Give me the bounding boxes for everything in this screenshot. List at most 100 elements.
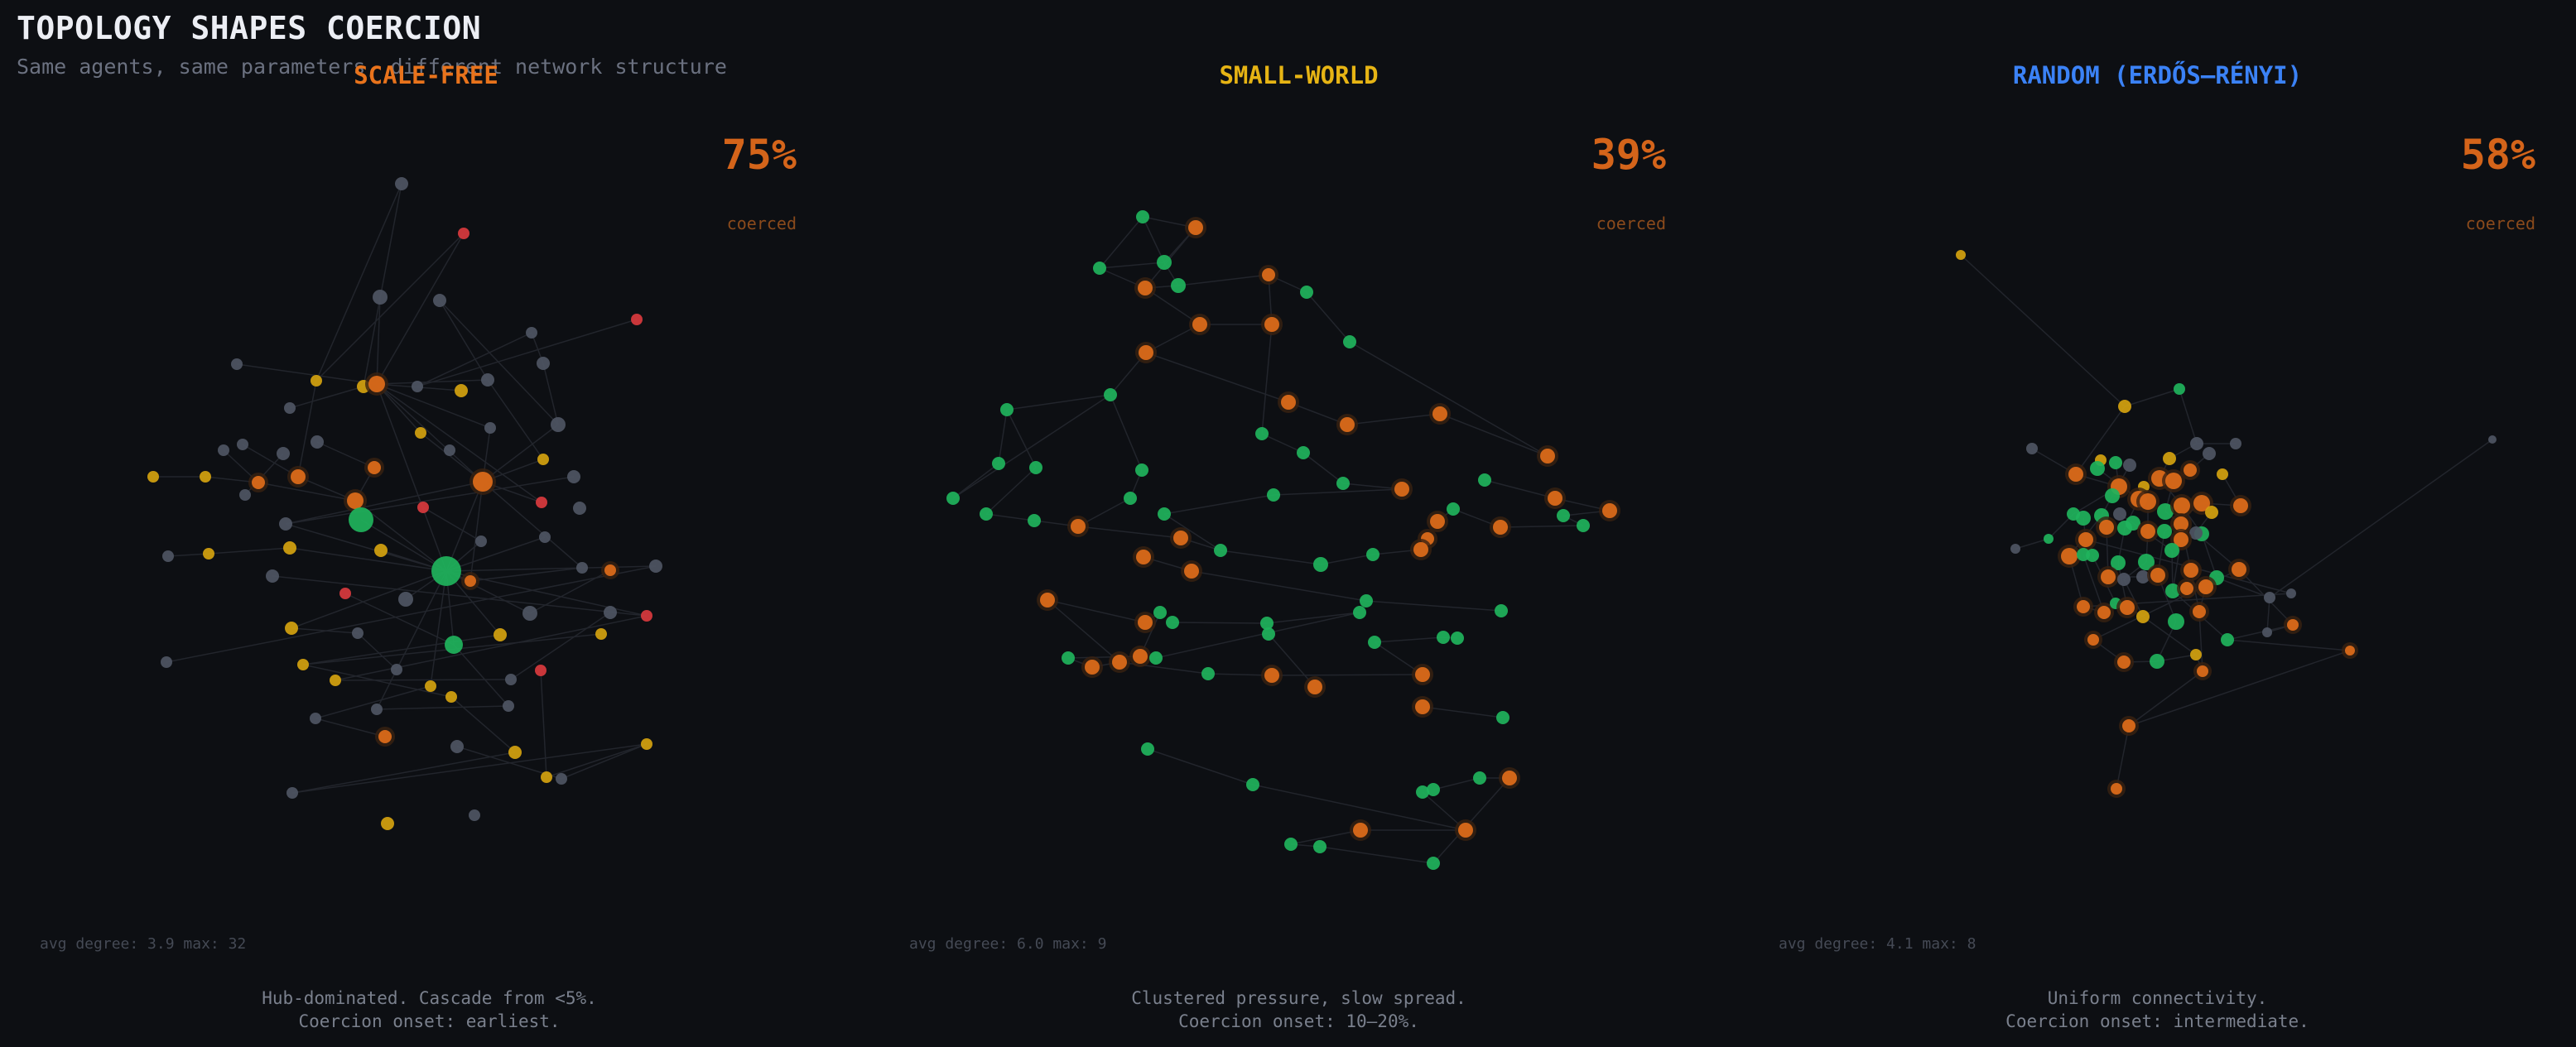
network-edge <box>1145 352 1289 403</box>
agent-node-neutral <box>284 402 296 414</box>
network-edge <box>1365 600 1502 612</box>
network-edge <box>1302 452 1344 484</box>
caption-line: Hub-dominated. Cascade from <5%. <box>262 988 597 1008</box>
agent-node-neutral <box>371 704 383 715</box>
network-edge <box>1163 513 1221 551</box>
agent-node-wavering <box>330 675 341 686</box>
agent-node-alert <box>458 228 469 239</box>
agent-node-wavering <box>200 471 211 483</box>
agent-node-alert <box>536 497 547 508</box>
agent-node-neutral <box>537 357 550 370</box>
network-edge <box>360 519 447 572</box>
agent-node-resisting <box>1260 617 1274 630</box>
agent-node-neutral <box>398 592 413 607</box>
agent-node-neutral <box>505 674 517 685</box>
agent-node-wavering <box>641 738 652 750</box>
network-edge <box>952 463 999 499</box>
network-edge <box>1346 413 1441 425</box>
agent-node-coerced <box>1138 615 1153 630</box>
network-edge <box>2266 597 2270 633</box>
agent-node-coerced <box>1138 281 1153 295</box>
page-subtitle: Same agents, same parameters, different … <box>17 55 727 79</box>
network-edge <box>396 570 447 670</box>
agent-node-resisting <box>2044 534 2054 544</box>
agent-node-resisting <box>1029 461 1042 474</box>
network-edge <box>315 183 402 382</box>
agent-node-coerced <box>2122 719 2135 732</box>
network-edge <box>1172 622 1268 624</box>
agent-node-wavering <box>283 541 296 555</box>
network-edge <box>529 569 611 614</box>
agent-node-resisting <box>1124 492 1137 505</box>
agent-node-wavering <box>2190 649 2202 660</box>
agent-node-wavering <box>595 628 607 640</box>
network-edge <box>1155 612 1360 659</box>
agent-node-coerced <box>1281 395 1296 410</box>
network-edge <box>546 743 648 778</box>
network-edge <box>482 424 559 483</box>
agent-node-neutral <box>2286 588 2296 598</box>
network-edge <box>469 567 583 582</box>
coerced-label: coerced <box>2465 214 2535 233</box>
agent-node-coerced <box>1188 220 1203 235</box>
panel-small-world: SMALL-WORLD 39% coerced avg degree: 6.0 … <box>869 0 1728 1047</box>
agent-node-neutral <box>311 435 324 449</box>
agent-node-coerced <box>1413 542 1428 557</box>
network-edge <box>1067 656 1141 659</box>
network-edge <box>1220 550 1322 565</box>
network-edge <box>376 379 489 385</box>
network-edge <box>445 481 484 572</box>
agent-node-neutral <box>649 560 662 573</box>
panel-caption: Uniform connectivity. Coercion onset: in… <box>1739 987 2576 1033</box>
agent-node-coerced <box>1548 491 1562 506</box>
agent-node-resisting <box>1297 446 1310 459</box>
agent-node-neutral <box>2010 544 2020 554</box>
network-edge <box>2124 388 2180 407</box>
network-edge <box>316 441 375 468</box>
agent-node-resisting <box>1416 785 1429 799</box>
agent-node-coerced <box>1540 449 1555 463</box>
agent-node-neutral <box>391 664 402 675</box>
network-edge <box>2216 577 2270 598</box>
agent-node-resisting <box>1437 631 1450 644</box>
network-edge <box>285 476 575 525</box>
coerced-label: coerced <box>726 214 797 233</box>
agent-node-wavering <box>425 680 436 692</box>
agent-node-neutral <box>2230 438 2241 449</box>
network-edge <box>439 300 489 381</box>
degree-stats: avg degree: 3.9 max: 32 <box>40 935 247 953</box>
agent-node-neutral <box>279 517 292 531</box>
agent-node-neutral <box>231 358 243 370</box>
agent-node-coerced <box>2061 548 2078 564</box>
agent-node-coerced <box>1133 649 1148 664</box>
network-edge <box>1432 777 1510 864</box>
network-edge <box>422 507 482 542</box>
agent-node-neutral <box>2113 507 2126 521</box>
agent-node-coerced <box>2287 619 2299 631</box>
network-edge <box>1484 479 1556 499</box>
agent-node-coerced <box>368 461 381 474</box>
agent-node-coerced <box>2233 498 2248 513</box>
agent-node-resisting <box>1157 255 1172 270</box>
network-edge <box>510 612 611 680</box>
network-edge <box>1047 599 1146 623</box>
agent-node-coerced <box>2165 473 2182 489</box>
agent-node-resisting <box>2157 503 2174 520</box>
panel-scale-free: SCALE-FREE 75% coerced avg degree: 3.9 m… <box>0 0 859 1047</box>
agent-node-resisting <box>2105 488 2120 503</box>
caption-line: Uniform connectivity. <box>2047 988 2268 1008</box>
network-edge <box>1163 494 1274 515</box>
agent-node-coerced <box>2193 495 2210 511</box>
network-edge <box>335 615 648 681</box>
agent-node-coerced <box>2078 532 2093 547</box>
agent-node-resisting <box>1496 711 1509 724</box>
network-edge <box>430 570 447 687</box>
network-edge <box>542 363 559 425</box>
agent-node-coerced <box>2345 646 2355 656</box>
network-edge <box>2227 624 2294 641</box>
agent-node-coerced <box>347 492 364 509</box>
agent-node-neutral <box>2488 435 2497 444</box>
agent-node-coerced <box>2197 665 2208 677</box>
agent-node-wavering <box>445 691 457 703</box>
agent-node-coerced <box>1112 655 1127 670</box>
